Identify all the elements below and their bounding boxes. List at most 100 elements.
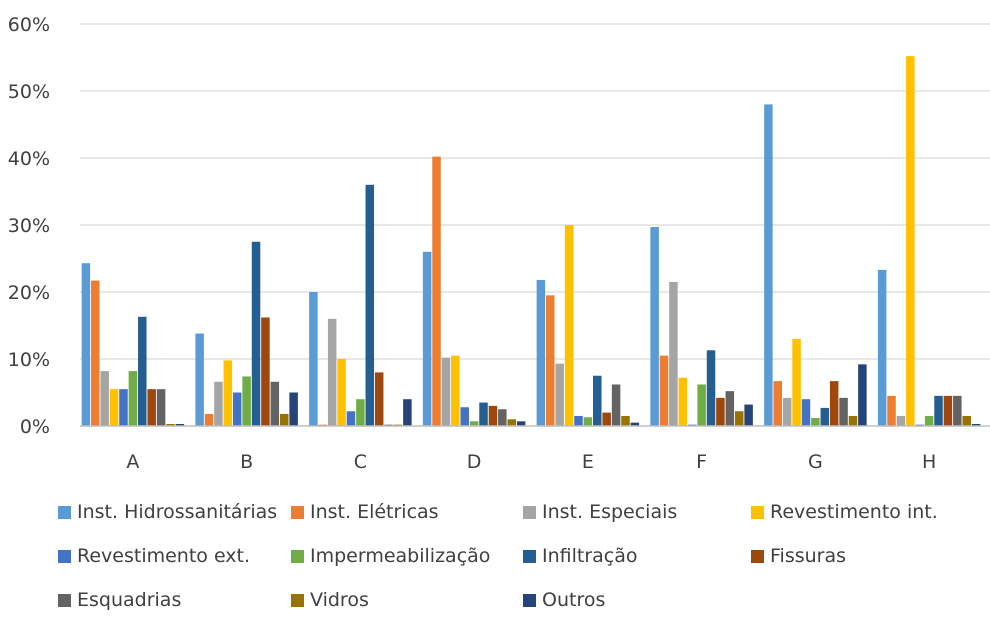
bar-h-8 — [953, 395, 962, 426]
legend-swatch — [523, 593, 536, 607]
bar-d-1 — [432, 156, 441, 426]
bar-d-0 — [422, 251, 432, 426]
bar-g-1 — [773, 381, 783, 426]
y-tick-label: 60% — [8, 14, 50, 36]
legend-swatch — [58, 505, 71, 519]
legend-label: Revestimento ext. — [77, 545, 251, 567]
bar-f-1 — [659, 355, 669, 426]
bar-f-5 — [697, 384, 706, 426]
bar-c-6 — [365, 184, 375, 426]
legend-item: Impermeabilização — [291, 538, 490, 574]
legend-swatch — [58, 593, 71, 607]
bar-b-2 — [214, 381, 223, 426]
bar-e-1 — [546, 295, 555, 426]
y-tick-label: 10% — [8, 349, 50, 371]
gridlines — [80, 23, 990, 360]
legend-swatch — [58, 549, 71, 563]
bar-d-7 — [488, 405, 498, 426]
bar-b-5 — [242, 376, 251, 426]
bar-g-8 — [839, 397, 848, 426]
legend-swatch — [751, 549, 764, 563]
bar-e-3 — [564, 225, 574, 426]
bar-h-10 — [971, 423, 981, 426]
legend-item: Vidros — [291, 582, 369, 618]
legend-item: Inst. Hidrossanitárias — [58, 494, 277, 530]
bar-a-3 — [109, 389, 119, 426]
bar-d-9 — [507, 419, 516, 426]
legend-item: Revestimento ext. — [58, 538, 250, 574]
bar-e-0 — [536, 279, 546, 426]
bar-e-7 — [602, 412, 611, 426]
legend-item: Outros — [523, 582, 605, 618]
bar-b-4 — [232, 392, 242, 426]
bar-e-9 — [621, 415, 630, 426]
bar-b-6 — [251, 241, 261, 426]
bar-g-10 — [858, 364, 867, 426]
bar-h-9 — [962, 415, 971, 426]
bar-d-8 — [498, 409, 507, 426]
bar-h-3 — [906, 56, 915, 426]
bar-g-4 — [801, 399, 811, 426]
bar-chart: 0% 10% 20% 30% 40% 50% 60% A B C D E F G H — [8, 14, 990, 470]
legend-item: Esquadrias — [58, 582, 181, 618]
y-tick-label: 40% — [8, 148, 50, 170]
bar-b-7 — [261, 317, 270, 426]
bar-c-4 — [346, 411, 356, 426]
bar-e-2 — [555, 363, 564, 426]
bar-a-9 — [166, 423, 175, 426]
bar-d-10 — [516, 421, 526, 426]
x-tick-label: E — [582, 451, 594, 470]
bar-h-5 — [924, 415, 934, 426]
bar-a-6 — [138, 316, 147, 426]
bar-b-10 — [289, 392, 298, 426]
bar-h-1 — [887, 395, 896, 426]
bar-a-0 — [81, 263, 91, 426]
bar-c-5 — [356, 399, 365, 426]
bar-e-5 — [583, 417, 593, 426]
bars — [81, 56, 981, 427]
y-tick-label: 30% — [8, 215, 50, 237]
bar-d-4 — [460, 407, 469, 426]
bar-f-0 — [650, 227, 659, 426]
bar-g-5 — [811, 417, 820, 426]
bar-g-3 — [792, 338, 801, 426]
bar-b-0 — [195, 333, 204, 426]
legend-item: Infiltração — [523, 538, 638, 574]
x-axis-tick-labels: A B C D E F G H — [126, 451, 936, 470]
bar-g-0 — [764, 104, 773, 427]
bar-e-10 — [630, 422, 640, 426]
bar-c-3 — [337, 359, 346, 426]
bar-h-6 — [934, 395, 943, 426]
bar-a-7 — [147, 389, 156, 426]
bar-g-7 — [829, 381, 839, 426]
bar-b-9 — [279, 413, 289, 426]
legend: Inst. Hidrossanitárias Inst. Elétricas Ins… — [58, 500, 988, 617]
x-tick-label: C — [354, 451, 367, 470]
legend-item: Inst. Elétricas — [291, 494, 439, 530]
legend-label: Impermeabilização — [310, 545, 491, 567]
bar-a-1 — [91, 280, 100, 426]
legend-item: Inst. Especiais — [523, 494, 677, 530]
legend-item: Fissuras — [751, 538, 846, 574]
bar-h-7 — [943, 395, 953, 426]
x-tick-label: F — [696, 451, 707, 470]
x-tick-label: D — [467, 451, 482, 470]
bar-g-2 — [782, 397, 792, 426]
bar-c-10 — [403, 399, 412, 426]
y-tick-label: 20% — [8, 282, 50, 304]
x-tick-label: A — [126, 451, 139, 470]
bar-h-2 — [896, 415, 906, 426]
bar-f-8 — [725, 391, 735, 426]
legend-label: Inst. Especiais — [542, 501, 678, 523]
bar-d-5 — [469, 421, 479, 426]
legend-label: Outros — [542, 589, 606, 611]
bar-d-6 — [479, 402, 488, 426]
bar-f-3 — [678, 377, 688, 426]
bar-b-3 — [223, 360, 233, 426]
bar-h-0 — [877, 269, 887, 426]
x-tick-label: B — [240, 451, 253, 470]
bar-e-4 — [574, 415, 583, 426]
y-tick-label: 0% — [20, 416, 50, 438]
legend-swatch — [751, 505, 764, 519]
bar-f-10 — [744, 404, 753, 426]
